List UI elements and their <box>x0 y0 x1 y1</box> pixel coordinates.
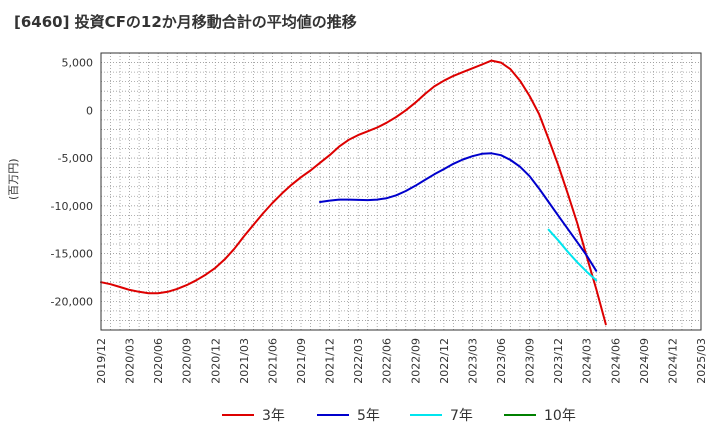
x-tick-label: 2020/03 <box>124 338 137 384</box>
legend-swatch <box>317 414 349 416</box>
x-tick-label: 2020/12 <box>209 338 222 384</box>
x-tick-label: 2023/09 <box>524 338 537 384</box>
x-tick-label: 2021/06 <box>266 338 279 384</box>
x-tick-label: 2021/12 <box>324 338 337 384</box>
y-tick-label: -15,000 <box>51 248 93 261</box>
x-tick-label: 2020/06 <box>152 338 165 384</box>
legend-item: 3年 <box>222 406 285 424</box>
x-tick-label: 2022/12 <box>438 338 451 384</box>
y-tick-label: -10,000 <box>51 200 93 213</box>
x-tick-label: 2024/06 <box>609 338 622 384</box>
x-tick-label: 2024/03 <box>581 338 594 384</box>
y-tick-label: -5,000 <box>58 152 93 165</box>
legend: 3年 5年 7年 10年 <box>0 402 720 428</box>
series-line <box>100 59 607 326</box>
series-line <box>547 228 598 282</box>
plot-frame <box>100 52 702 331</box>
legend-label: 7年 <box>450 408 473 424</box>
x-tick-label: 2021/03 <box>238 338 251 384</box>
x-tick-label: 2024/09 <box>638 338 651 384</box>
legend-swatch <box>504 414 536 416</box>
x-tick-label: 2022/03 <box>352 338 365 384</box>
x-tick-label: 2019/12 <box>95 338 108 384</box>
y-tick-label: 5,000 <box>62 57 94 70</box>
chart-title: [6460] 投資CFの12か月移動合計の平均値の推移 <box>14 13 357 31</box>
x-tick-label: 2023/06 <box>495 338 508 384</box>
x-tick-label: 2022/06 <box>381 338 394 384</box>
x-tick-label: 2022/09 <box>409 338 422 384</box>
x-tick-label: 2023/03 <box>466 338 479 384</box>
y-tick-label: -20,000 <box>51 295 93 308</box>
plot-area <box>101 53 701 330</box>
x-tick-label: 2020/09 <box>181 338 194 384</box>
x-tick-label: 2024/12 <box>666 338 679 384</box>
legend-label: 10年 <box>544 408 576 424</box>
legend-label: 3年 <box>262 408 285 424</box>
x-tick-label: 2021/09 <box>295 338 308 384</box>
legend-item: 7年 <box>410 406 473 424</box>
legend-swatch <box>222 414 254 416</box>
series-lines <box>100 59 607 326</box>
legend-label: 5年 <box>357 408 380 424</box>
x-tick-labels: 2019/12 2020/03 2020/06 2020/09 2020/12 2021/… <box>95 338 708 384</box>
y-tick-label: 0 <box>86 104 93 117</box>
legend-swatch <box>410 414 442 416</box>
x-tick-label: 2023/12 <box>552 338 565 384</box>
series-line <box>319 152 598 272</box>
x-tick-label: 2025/03 <box>695 338 708 384</box>
legend-item: 5年 <box>317 406 380 424</box>
y-tick-labels: 5,000 0 -5,000 -10,000 -15,000 -20,000 <box>51 57 93 309</box>
legend-item: 10年 <box>504 406 576 424</box>
